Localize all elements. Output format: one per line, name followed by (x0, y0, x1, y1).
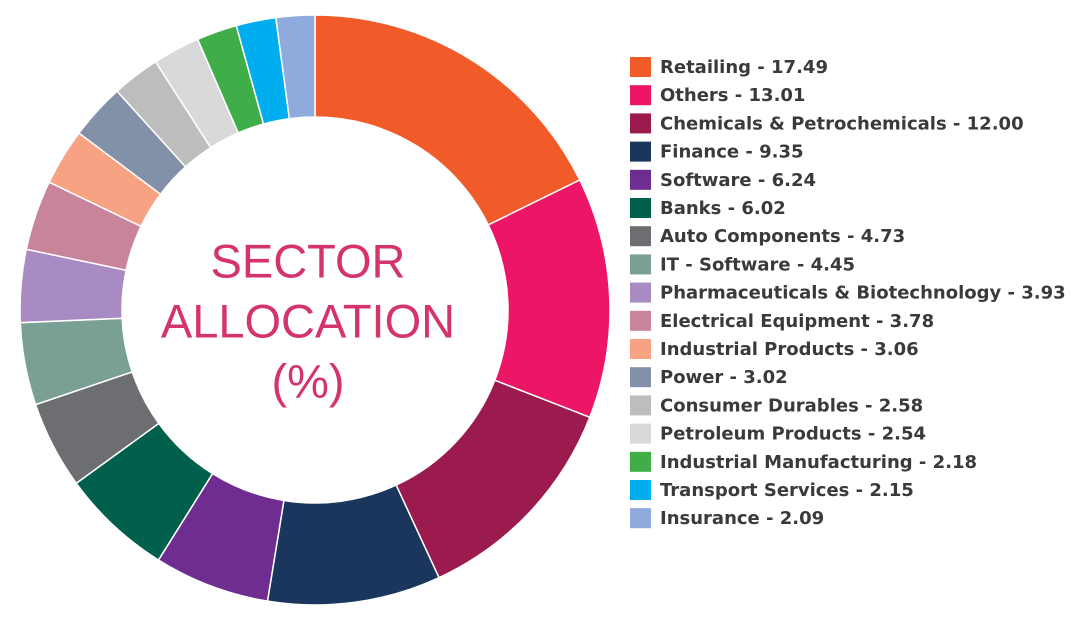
legend-swatch (630, 480, 651, 500)
legend-swatch (630, 85, 651, 106)
legend-swatch (630, 451, 651, 472)
legend-swatch (630, 254, 651, 275)
legend-swatch (630, 282, 651, 303)
legend-label: Petroleum Products - 2.54 (660, 424, 926, 445)
legend-label: Electrical Equipment - 3.78 (660, 311, 934, 332)
chart-title: ALLOCATION (161, 294, 455, 347)
legend-label: Pharmaceuticals & Biotechnology - 3.93 (660, 283, 1066, 304)
legend-swatch (630, 310, 651, 331)
chart-title: SECTOR (211, 234, 406, 287)
legend-swatch (630, 113, 651, 134)
legend-swatch (630, 508, 651, 529)
legend-label: Insurance - 2.09 (660, 508, 824, 529)
legend-label: Industrial Manufacturing - 2.18 (660, 452, 977, 473)
legend-swatch (630, 395, 651, 416)
slice (487, 178, 611, 419)
legend-label: Auto Components - 4.73 (660, 226, 905, 247)
legend-swatch (630, 226, 651, 247)
legend-label: Banks - 6.02 (660, 198, 786, 219)
legend-label: Transport Services - 2.15 (660, 480, 914, 501)
legend-swatch (630, 423, 651, 444)
legend-swatch (630, 141, 651, 162)
chart-title: (%) (271, 354, 344, 407)
slice (314, 14, 581, 226)
legend-label: Others - 13.01 (660, 85, 805, 106)
legend-swatch (630, 367, 651, 388)
legend-swatch (630, 57, 651, 77)
slice (274, 14, 316, 120)
legend-label: IT - Software - 4.45 (660, 254, 855, 275)
legend-swatch (630, 198, 651, 218)
legend-label: Chemicals & Petrochemicals - 12.00 (660, 113, 1024, 134)
legend-label: Consumer Durables - 2.58 (660, 395, 923, 416)
legend-label: Industrial Products - 3.06 (660, 339, 919, 360)
legend-label: Software - 6.24 (660, 170, 816, 191)
legend-swatch (630, 339, 651, 359)
legend-swatch (630, 169, 651, 190)
legend-label: Retailing - 17.49 (660, 57, 828, 78)
legend-label: Finance - 9.35 (660, 142, 804, 163)
legend-label: Power - 3.02 (660, 367, 788, 388)
